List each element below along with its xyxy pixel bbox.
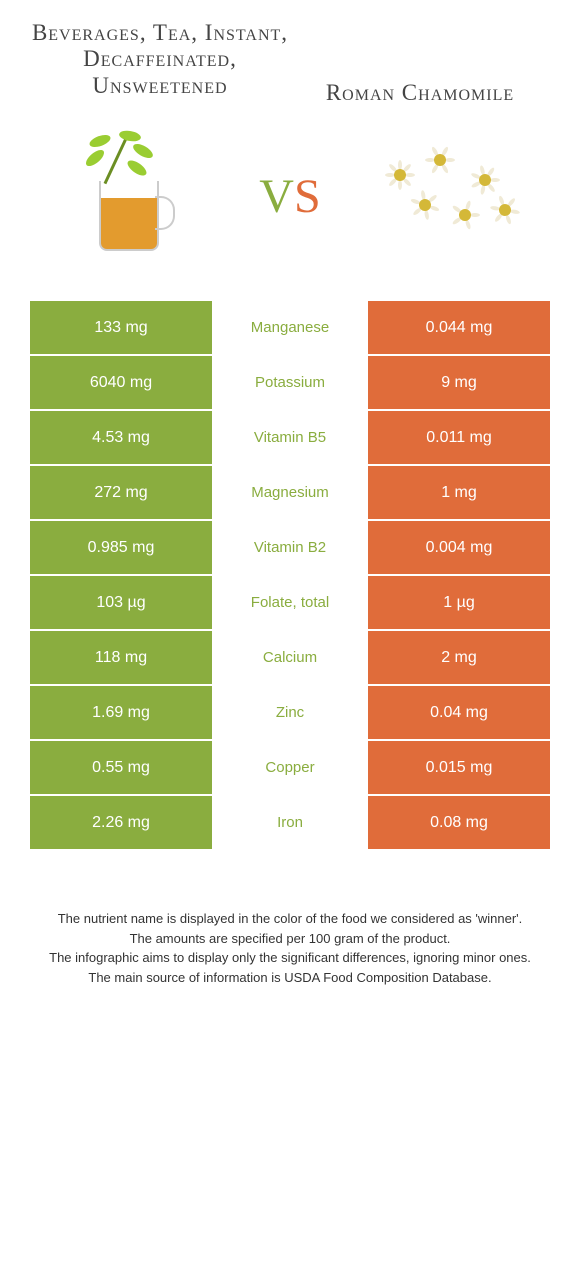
cell-right-value: 0.011 mg [368,411,550,464]
cell-right-value: 0.044 mg [368,301,550,354]
title-right: Roman Chamomile [290,20,550,106]
cell-nutrient-name: Calcium [212,631,368,684]
cell-nutrient-name: Vitamin B2 [212,521,368,574]
cell-nutrient-name: Zinc [212,686,368,739]
footer-line-2: The amounts are specified per 100 gram o… [40,929,540,949]
nutrient-table: 133 mgManganese0.044 mg6040 mgPotassium9… [30,301,550,849]
cell-nutrient-name: Iron [212,796,368,849]
cell-right-value: 0.04 mg [368,686,550,739]
table-row: 2.26 mgIron0.08 mg [30,796,550,849]
cell-left-value: 0.55 mg [30,741,212,794]
table-row: 133 mgManganese0.044 mg [30,301,550,354]
table-row: 103 µgFolate, total1 µg [30,576,550,629]
cell-left-value: 6040 mg [30,356,212,409]
vs-v: V [259,170,294,223]
cell-left-value: 272 mg [30,466,212,519]
tea-glass-icon [64,131,194,261]
cell-nutrient-name: Manganese [212,301,368,354]
tea-image [30,131,228,261]
cell-nutrient-name: Vitamin B5 [212,411,368,464]
footer-line-3: The infographic aims to display only the… [40,948,540,968]
cell-right-value: 1 mg [368,466,550,519]
footer-notes: The nutrient name is displayed in the co… [30,909,550,987]
cell-left-value: 2.26 mg [30,796,212,849]
cell-left-value: 1.69 mg [30,686,212,739]
cell-right-value: 0.08 mg [368,796,550,849]
cell-left-value: 133 mg [30,301,212,354]
cell-right-value: 9 mg [368,356,550,409]
table-row: 1.69 mgZinc0.04 mg [30,686,550,739]
vs-s: S [294,170,321,223]
cell-nutrient-name: Magnesium [212,466,368,519]
cell-nutrient-name: Folate, total [212,576,368,629]
cell-nutrient-name: Copper [212,741,368,794]
chamomile-image [352,131,550,261]
cell-nutrient-name: Potassium [212,356,368,409]
cell-left-value: 0.985 mg [30,521,212,574]
vs-row: VS [30,126,550,266]
table-row: 4.53 mgVitamin B50.011 mg [30,411,550,464]
cell-right-value: 0.004 mg [368,521,550,574]
footer-line-1: The nutrient name is displayed in the co… [40,909,540,929]
table-row: 0.55 mgCopper0.015 mg [30,741,550,794]
chamomile-icon [376,141,526,251]
cell-right-value: 0.015 mg [368,741,550,794]
table-row: 118 mgCalcium2 mg [30,631,550,684]
title-left: Beverages, Tea, Instant, Decaffeinated, … [30,20,290,99]
vs-label: VS [228,169,353,224]
cell-left-value: 103 µg [30,576,212,629]
cell-left-value: 4.53 mg [30,411,212,464]
infographic-container: Beverages, Tea, Instant, Decaffeinated, … [0,0,580,1007]
table-row: 6040 mgPotassium9 mg [30,356,550,409]
footer-line-4: The main source of information is USDA F… [40,968,540,988]
table-row: 272 mgMagnesium1 mg [30,466,550,519]
cell-left-value: 118 mg [30,631,212,684]
cell-right-value: 2 mg [368,631,550,684]
cell-right-value: 1 µg [368,576,550,629]
titles-row: Beverages, Tea, Instant, Decaffeinated, … [30,20,550,106]
table-row: 0.985 mgVitamin B20.004 mg [30,521,550,574]
